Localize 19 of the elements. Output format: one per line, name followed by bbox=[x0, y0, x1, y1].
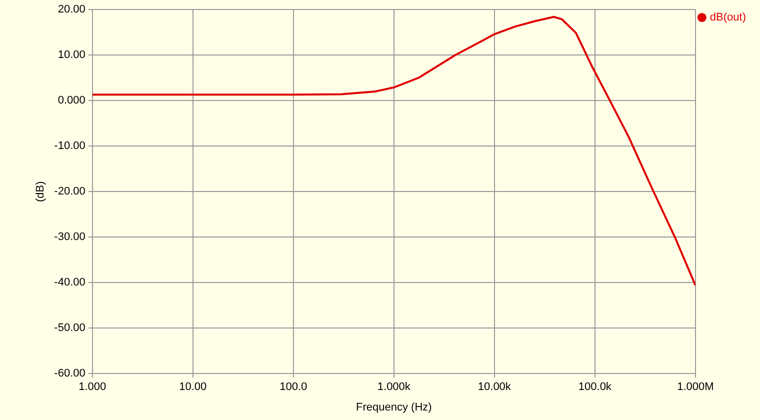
y-tick-label: -20.00 bbox=[54, 186, 86, 198]
x-tick-label: 100.0 bbox=[280, 381, 308, 394]
x-tick-label: 100.0k bbox=[578, 381, 612, 394]
x-tick-label: 10.00k bbox=[478, 381, 512, 394]
y-axis-title: (dB) bbox=[34, 181, 47, 202]
y-tick-label: -50.00 bbox=[54, 322, 86, 334]
y-tick-label: 0.000 bbox=[58, 94, 86, 107]
x-tick-label: 1.000 bbox=[78, 381, 106, 394]
x-tick-label: 1.000M bbox=[677, 381, 714, 394]
legend-label: dB(out) bbox=[710, 12, 746, 24]
y-tick-label: 10.00 bbox=[58, 49, 86, 62]
y-tick-label: 20.00 bbox=[58, 4, 86, 16]
y-tick-label: -10.00 bbox=[54, 140, 86, 152]
x-axis-title: Frequency (Hz) bbox=[356, 401, 432, 414]
x-tick-label: 1.000k bbox=[377, 381, 411, 394]
y-tick-label: -40.00 bbox=[54, 276, 86, 289]
y-tick-label: -30.00 bbox=[54, 231, 86, 244]
y-tick-label: -60.00 bbox=[54, 368, 86, 380]
x-tick-label: 10.00 bbox=[179, 381, 207, 394]
